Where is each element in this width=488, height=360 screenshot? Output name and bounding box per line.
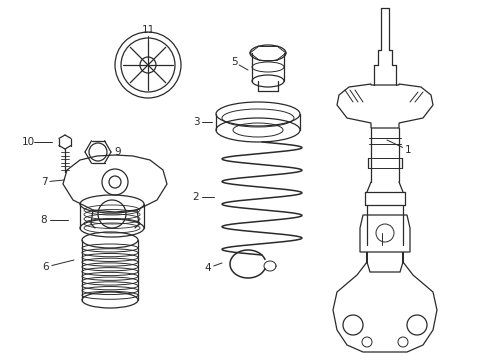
Text: 4: 4 (204, 263, 211, 273)
Text: 8: 8 (41, 215, 47, 225)
Text: 9: 9 (115, 147, 121, 157)
Text: 7: 7 (41, 177, 47, 187)
Text: 3: 3 (192, 117, 199, 127)
Text: 10: 10 (21, 137, 35, 147)
Text: 6: 6 (42, 262, 49, 272)
Text: 11: 11 (141, 25, 154, 35)
Text: 1: 1 (404, 145, 410, 155)
Text: 5: 5 (230, 57, 237, 67)
Text: 2: 2 (192, 192, 199, 202)
